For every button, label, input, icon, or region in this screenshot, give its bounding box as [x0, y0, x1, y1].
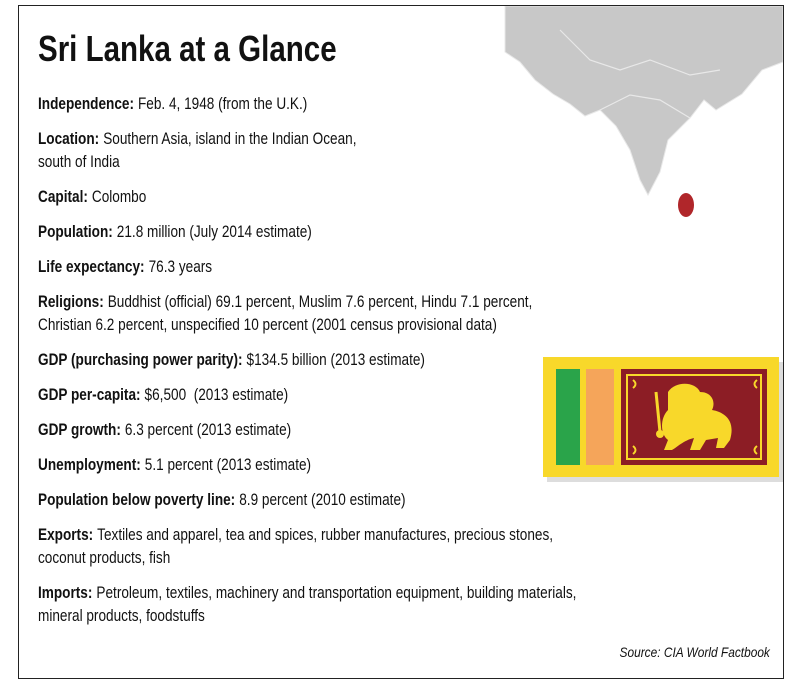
- fact-line: Imports: Petroleum, textiles, machinery a…: [38, 581, 758, 604]
- fact-text: 21.8 million (July 2014 estimate): [116, 222, 312, 241]
- fact: Imports: Petroleum, textiles, machinery a…: [38, 581, 758, 627]
- fact-text: Southern Asia, island in the Indian Ocea…: [103, 129, 357, 148]
- fact-text: Christian 6.2 percent, unspecified 10 pe…: [38, 315, 497, 334]
- fact-label: GDP (purchasing power parity):: [38, 350, 243, 369]
- fact-text: 8.9 percent (2010 estimate): [239, 490, 406, 509]
- fact-line: Capital: Colombo: [38, 185, 758, 208]
- fact-label: Religions:: [38, 292, 104, 311]
- fact-text: mineral products, foodstuffs: [38, 606, 205, 625]
- fact-line: Life expectancy: 76.3 years: [38, 255, 758, 278]
- fact-label: Independence:: [38, 94, 134, 113]
- fact-line: Religions: Buddhist (official) 69.1 perce…: [38, 290, 758, 313]
- fact-text: 6.3 percent (2013 estimate): [124, 420, 292, 439]
- fact-text: south of India: [38, 152, 120, 171]
- source: Source: CIA World Factbook: [619, 644, 770, 660]
- fact-line: Exports: Textiles and apparel, tea and sp…: [38, 523, 758, 546]
- fact: Life expectancy: 76.3 years: [38, 255, 758, 278]
- fact-label: Capital:: [38, 187, 88, 206]
- fact-line: south of India: [38, 150, 758, 173]
- fact-text: 76.3 years: [148, 257, 213, 276]
- fact-text: Feb. 4, 1948 (from the U.K.): [137, 94, 308, 113]
- fact-label: GDP per-capita:: [38, 385, 141, 404]
- fact: Religions: Buddhist (official) 69.1 perce…: [38, 290, 758, 336]
- fact: Unemployment: 5.1 percent (2013 estimate): [38, 453, 758, 476]
- fact-line: Population below poverty line: 8.9 percen…: [38, 488, 758, 511]
- fact-line: Christian 6.2 percent, unspecified 10 pe…: [38, 313, 758, 336]
- fact-label: Population:: [38, 222, 113, 241]
- fact-text: Textiles and apparel, tea and spices, ru…: [97, 525, 554, 544]
- fact-text: $6,500 (2013 estimate): [144, 385, 289, 404]
- fact: Exports: Textiles and apparel, tea and sp…: [38, 523, 758, 569]
- fact: Population: 21.8 million (July 2014 estim…: [38, 220, 758, 243]
- fact-text: Buddhist (official) 69.1 percent, Muslim…: [107, 292, 533, 311]
- fact-line: GDP growth: 6.3 percent (2013 estimate): [38, 418, 758, 441]
- fact-line: Population: 21.8 million (July 2014 estim…: [38, 220, 758, 243]
- fact-text: Petroleum, textiles, machinery and trans…: [96, 583, 577, 602]
- flag: [543, 357, 783, 482]
- fact-line: GDP (purchasing power parity): $134.5 bil…: [38, 348, 758, 371]
- fact-line: GDP per-capita: $6,500 (2013 estimate): [38, 383, 758, 406]
- fact: GDP growth: 6.3 percent (2013 estimate): [38, 418, 758, 441]
- map: [504, 5, 784, 217]
- title: Sri Lanka at a Glance: [38, 28, 337, 69]
- fact: GDP (purchasing power parity): $134.5 bil…: [38, 348, 758, 371]
- fact-text: 5.1 percent (2013 estimate): [144, 455, 312, 474]
- fact: GDP per-capita: $6,500 (2013 estimate): [38, 383, 758, 406]
- fact-line: Unemployment: 5.1 percent (2013 estimate): [38, 453, 758, 476]
- fact-text: coconut products, fish: [38, 548, 171, 567]
- fact-label: Population below poverty line:: [38, 490, 236, 509]
- fact-text: Colombo: [91, 187, 147, 206]
- fact-list: Independence: Feb. 4, 1948 (from the U.K.…: [38, 92, 758, 639]
- fact-label: Unemployment:: [38, 455, 141, 474]
- fact-line: coconut products, fish: [38, 546, 758, 569]
- fact-text: $134.5 billion (2013 estimate): [246, 350, 425, 369]
- fact-label: Imports:: [38, 583, 93, 602]
- fact-label: Location:: [38, 129, 100, 148]
- fact: Location: Southern Asia, island in the In…: [38, 127, 758, 173]
- fact-line: Location: Southern Asia, island in the In…: [38, 127, 758, 150]
- fact-label: Life expectancy:: [38, 257, 145, 276]
- fact-label: Exports:: [38, 525, 94, 544]
- fact: Population below poverty line: 8.9 percen…: [38, 488, 758, 511]
- frame: [18, 5, 784, 679]
- fact-line: mineral products, foodstuffs: [38, 604, 758, 627]
- fact: Independence: Feb. 4, 1948 (from the U.K.…: [38, 92, 758, 115]
- fact: Capital: Colombo: [38, 185, 758, 208]
- fact-label: GDP growth:: [38, 420, 121, 439]
- fact-line: Independence: Feb. 4, 1948 (from the U.K.…: [38, 92, 758, 115]
